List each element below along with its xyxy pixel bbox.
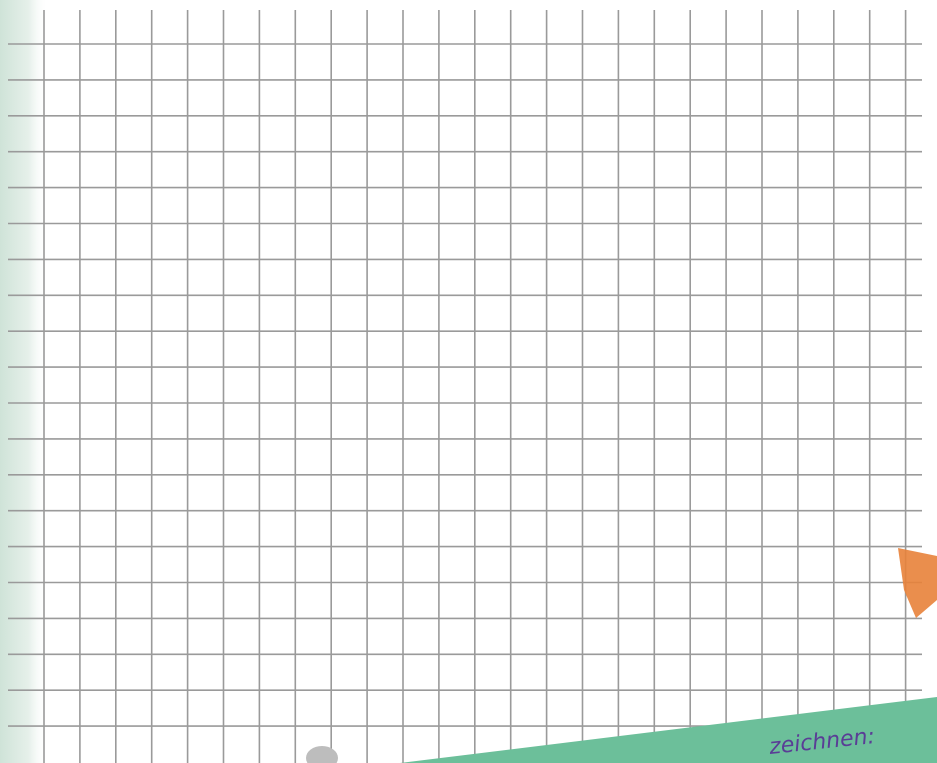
green-band bbox=[400, 697, 937, 763]
gray-blob bbox=[306, 746, 338, 763]
orange-shape bbox=[898, 548, 937, 618]
watercolor-edge bbox=[0, 0, 48, 763]
